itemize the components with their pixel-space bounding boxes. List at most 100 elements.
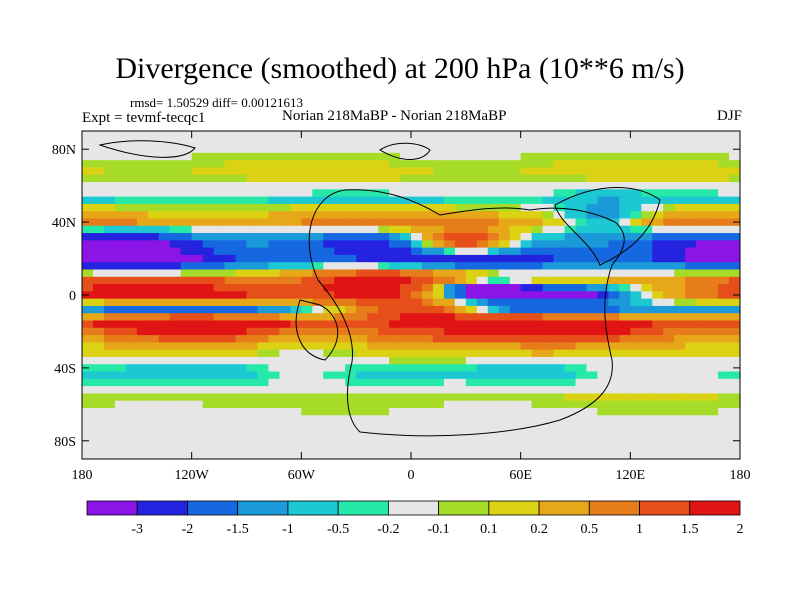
field-cell (630, 262, 642, 271)
field-cell (432, 138, 445, 147)
field-cell (718, 429, 730, 438)
field-cell (378, 305, 390, 314)
field-cell (213, 269, 226, 278)
field-cell (279, 276, 291, 285)
field-cell (202, 422, 215, 431)
field-cell (542, 444, 555, 453)
field-cell (202, 342, 215, 351)
field-cell (520, 342, 533, 351)
field-cell (432, 276, 445, 285)
field-cell (597, 415, 609, 424)
field-cell (454, 291, 467, 300)
field-cell (597, 145, 609, 154)
field-cell (356, 160, 368, 169)
field-cell (356, 254, 368, 263)
field-cell (367, 444, 379, 453)
field-cell (345, 145, 357, 154)
field-cell (213, 407, 226, 416)
field-cell (323, 182, 335, 190)
field-cell (454, 349, 467, 358)
field-cell (169, 291, 182, 300)
field-cell (246, 225, 259, 234)
field-cell (443, 189, 456, 198)
field-cell (169, 364, 182, 373)
field-cell (696, 291, 708, 300)
field-cell (125, 203, 138, 212)
field-cell (411, 152, 423, 161)
field-cell (729, 298, 740, 307)
field-cell (586, 182, 599, 190)
field-cell (509, 437, 522, 446)
field-cell (564, 182, 577, 190)
field-cell (114, 386, 127, 394)
field-cell (443, 196, 456, 205)
field-cell (279, 437, 291, 446)
field-cell (476, 145, 489, 154)
field-cell (608, 451, 620, 459)
field-cell (290, 305, 302, 314)
field-cell (367, 371, 379, 380)
field-cell (674, 131, 686, 139)
field-cell (696, 327, 708, 336)
field-cell (465, 400, 478, 409)
field-cell (400, 437, 412, 446)
field-cell (345, 152, 357, 161)
field-cell (619, 145, 631, 154)
field-cell (432, 167, 445, 176)
field-cell (246, 240, 259, 249)
field-cell (542, 247, 555, 256)
field-cell (202, 254, 215, 263)
field-cell (202, 203, 215, 212)
field-cell (542, 240, 555, 249)
field-cell (421, 160, 434, 169)
field-cell (125, 174, 138, 183)
field-cell (257, 233, 270, 241)
field-cell (235, 182, 248, 190)
field-cell (586, 145, 599, 154)
field-cell (641, 233, 653, 241)
field-cell (92, 167, 105, 176)
field-cell (147, 415, 160, 424)
field-cell (213, 422, 226, 431)
field-cell (191, 189, 204, 198)
field-cell (268, 378, 280, 387)
x-tick-label: 60W (288, 468, 316, 483)
field-cell (465, 371, 478, 380)
field-cell (290, 160, 302, 169)
field-cell (290, 291, 302, 300)
field-cell (180, 254, 193, 263)
field-cell (279, 182, 291, 190)
field-cell (564, 225, 577, 234)
field-cell (619, 342, 631, 351)
field-cell (553, 167, 566, 176)
field-cell (674, 182, 686, 190)
field-cell (246, 233, 259, 241)
field-cell (356, 218, 368, 227)
field-cell (718, 437, 730, 446)
field-cell (268, 160, 280, 169)
field-cell (685, 342, 697, 351)
field-cell (312, 422, 324, 431)
field-cell (641, 444, 653, 453)
field-cell (158, 211, 171, 220)
field-cell (685, 415, 697, 424)
field-cell (421, 320, 434, 329)
field-cell (674, 429, 686, 438)
field-cell (454, 189, 467, 198)
field-cell (487, 422, 500, 431)
field-cell (487, 240, 500, 249)
field-cell (345, 182, 357, 190)
field-cell (641, 415, 653, 424)
field-cell (301, 167, 313, 176)
colorbar-swatch (588, 500, 640, 516)
field-cell (564, 342, 577, 351)
field-cell (389, 342, 401, 351)
field-cell (575, 262, 588, 271)
field-cell (136, 415, 149, 424)
field-cell (82, 298, 94, 307)
field-cell (268, 298, 280, 307)
field-cell (630, 378, 642, 387)
field-cell (630, 152, 642, 161)
field-cell (509, 407, 522, 416)
colorbar-swatch (337, 500, 389, 516)
